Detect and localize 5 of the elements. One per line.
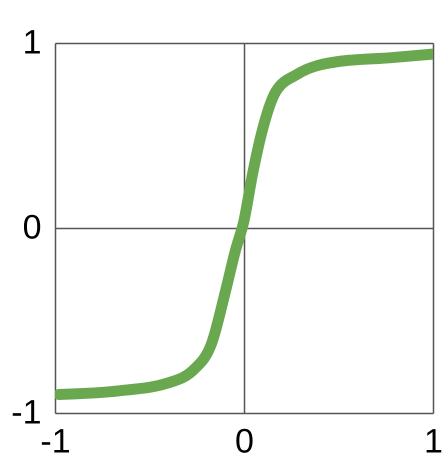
x-tick-label: 1 (424, 422, 443, 460)
y-tick-label: -1 (11, 394, 42, 432)
y-tick-label: 1 (22, 24, 42, 62)
y-tick-label: 0 (22, 208, 42, 246)
x-tick-label: 0 (235, 422, 254, 460)
